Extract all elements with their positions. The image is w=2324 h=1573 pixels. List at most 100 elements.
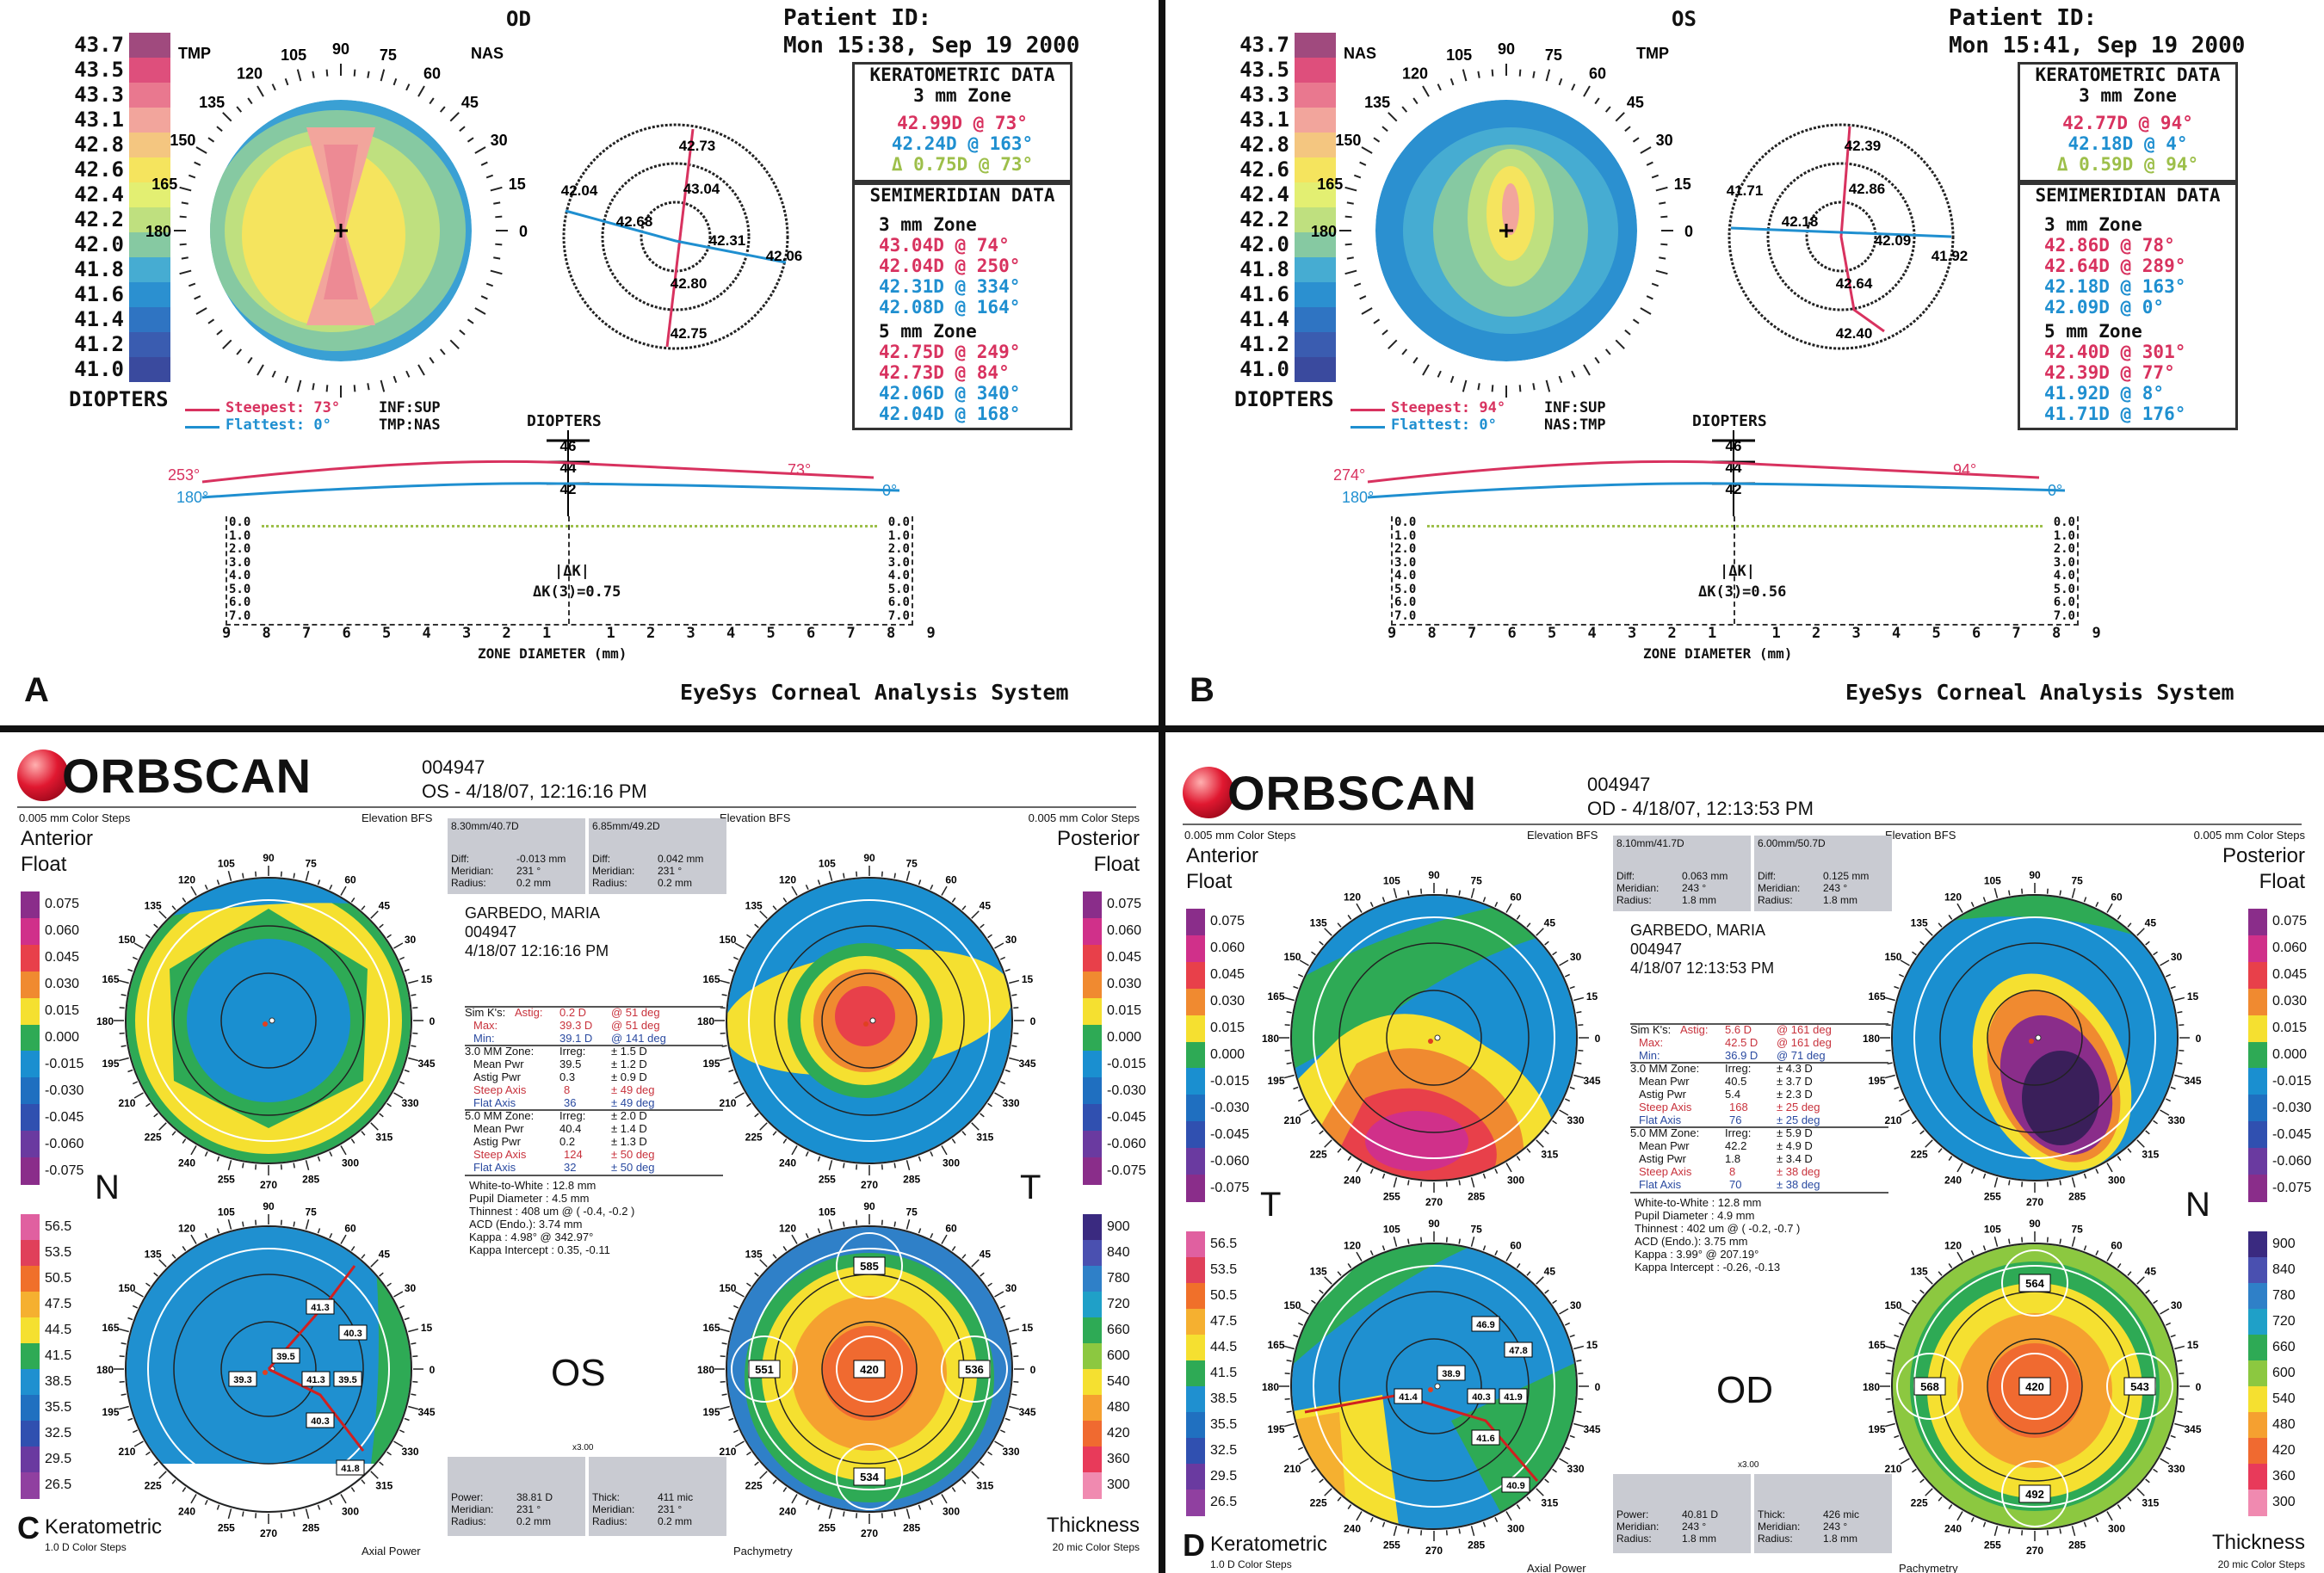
angle-label: 195 [1267, 1423, 1284, 1435]
tick-mark [746, 934, 751, 939]
tick-mark [1284, 1049, 1290, 1052]
tick-mark [1564, 1098, 1571, 1102]
zone-label: 3 mm Zone [2079, 85, 2177, 106]
contour-ring [1939, 942, 2130, 1133]
tick-mark [1311, 1120, 1316, 1125]
tick-mark [459, 329, 466, 336]
tick-mark [1660, 243, 1668, 246]
simk-cell: 39.1 D [559, 1032, 593, 1045]
angle-label: 15 [1674, 176, 1691, 193]
tick-mark [2021, 1530, 2024, 1536]
simk-cell: ± 1.3 D [611, 1135, 647, 1148]
tick-mark [1412, 356, 1419, 364]
tick-mark [188, 174, 196, 179]
side-label-left: NAS [1344, 45, 1376, 62]
angle-label: 165 [151, 176, 177, 193]
scale-label: 0.060 [1107, 923, 1142, 939]
tick-mark [449, 339, 460, 349]
tick-mark [856, 871, 858, 877]
tick-mark [999, 956, 1006, 960]
simk-cell: Mean Pwr [473, 1058, 524, 1070]
tick-mark [1594, 97, 1600, 105]
scale-swatch [2248, 1041, 2267, 1070]
logo-sphere-icon [1183, 767, 1234, 818]
angle-label: 180 [1262, 1381, 1279, 1393]
simk-cell: Max: [473, 1019, 498, 1032]
tick-mark [1558, 375, 1563, 384]
tick-mark [1337, 1271, 1342, 1276]
semimeridian-value: 42.39D @ 77° [2044, 362, 2175, 383]
semimeridian-value: 42.04D @ 250° [879, 256, 1021, 276]
angle-label: 330 [1567, 1463, 1585, 1475]
radius-label: Radius: [1758, 894, 1793, 906]
tick-mark [399, 1305, 405, 1309]
tick-mark [1284, 1397, 1290, 1400]
tick-mark [158, 910, 167, 919]
tick-mark [1982, 897, 1987, 903]
scale-swatch [2248, 1360, 2267, 1387]
scale-label: 41.5 [45, 1348, 72, 1363]
simk-cell: ± 38 deg [1777, 1178, 1820, 1191]
contour-ring [220, 972, 317, 1069]
tick-mark [216, 1504, 220, 1510]
legend-orientation-1: INF:SUP [379, 399, 441, 416]
simk-cell: 39.3 D [559, 1019, 593, 1032]
pachymetry-value: 543 [2130, 1380, 2149, 1393]
tick-mark [271, 83, 276, 91]
angle-label: 165 [1868, 990, 1885, 1002]
angle-label: 45 [1627, 94, 1644, 111]
tick-mark [325, 385, 329, 392]
tick-mark [2059, 1180, 2061, 1186]
steep-meridian-line [1839, 126, 1885, 333]
scale-swatch [21, 1317, 40, 1344]
tick-mark [317, 879, 321, 885]
scale-swatch [1295, 332, 1336, 357]
scale-swatch [2248, 1438, 2267, 1465]
tick-mark [1369, 901, 1374, 908]
tick-mark [893, 1163, 896, 1169]
anterior-label: Anterior [21, 827, 94, 850]
scale-swatch [1083, 1421, 1102, 1447]
steepest-legend-swatch [185, 409, 219, 411]
ring-value: 42.04 [561, 182, 598, 199]
scale-swatch [1186, 1335, 1205, 1361]
tick-mark [1494, 901, 1499, 908]
side-label-left: T [1260, 1186, 1282, 1224]
magnification-label: x3.00 [572, 1443, 594, 1453]
tick-mark [216, 329, 223, 336]
tick-mark [817, 1156, 821, 1162]
ring-value: 42.09 [1875, 232, 1912, 249]
scale-label: 43.1 [74, 108, 124, 132]
scale-swatch [2248, 1335, 2267, 1361]
table-rule [1630, 1126, 1888, 1128]
simk-cell: 5.0 MM Zone: [465, 1109, 535, 1122]
angle-label: 315 [976, 1479, 993, 1491]
angle-label: 240 [178, 1157, 195, 1169]
tick-mark [791, 1145, 798, 1156]
tick-mark [145, 1451, 151, 1456]
radius-value: 0.2 mm [516, 877, 552, 889]
tick-mark [2021, 888, 2024, 894]
tick-mark [1948, 915, 1953, 920]
tick-mark [1970, 901, 1975, 908]
tick-mark [412, 1007, 418, 1009]
tick-mark [961, 1131, 967, 1136]
value-box [338, 1324, 368, 1341]
tick-mark [1013, 1380, 1019, 1383]
posterior-elevation-map: 0153045607590105120135150165180195210225… [1863, 869, 2202, 1208]
tick-mark [1458, 890, 1461, 896]
tick-mark [951, 898, 956, 903]
simk-cell: ± 25 deg [1777, 1101, 1820, 1113]
tick-mark [1532, 383, 1536, 391]
tick-mark [2117, 1156, 2122, 1161]
scale-label: 38.5 [45, 1374, 72, 1389]
tick-mark [1559, 1458, 1569, 1465]
tick-mark [1470, 1177, 1475, 1188]
tick-mark [1311, 1468, 1316, 1473]
tick-mark [2071, 1177, 2076, 1188]
simk-cell: 32 [564, 1161, 577, 1174]
angle-label: 60 [1589, 65, 1606, 82]
scale-swatch [21, 891, 40, 919]
tick-mark [188, 282, 196, 287]
tick-mark [145, 1282, 151, 1287]
